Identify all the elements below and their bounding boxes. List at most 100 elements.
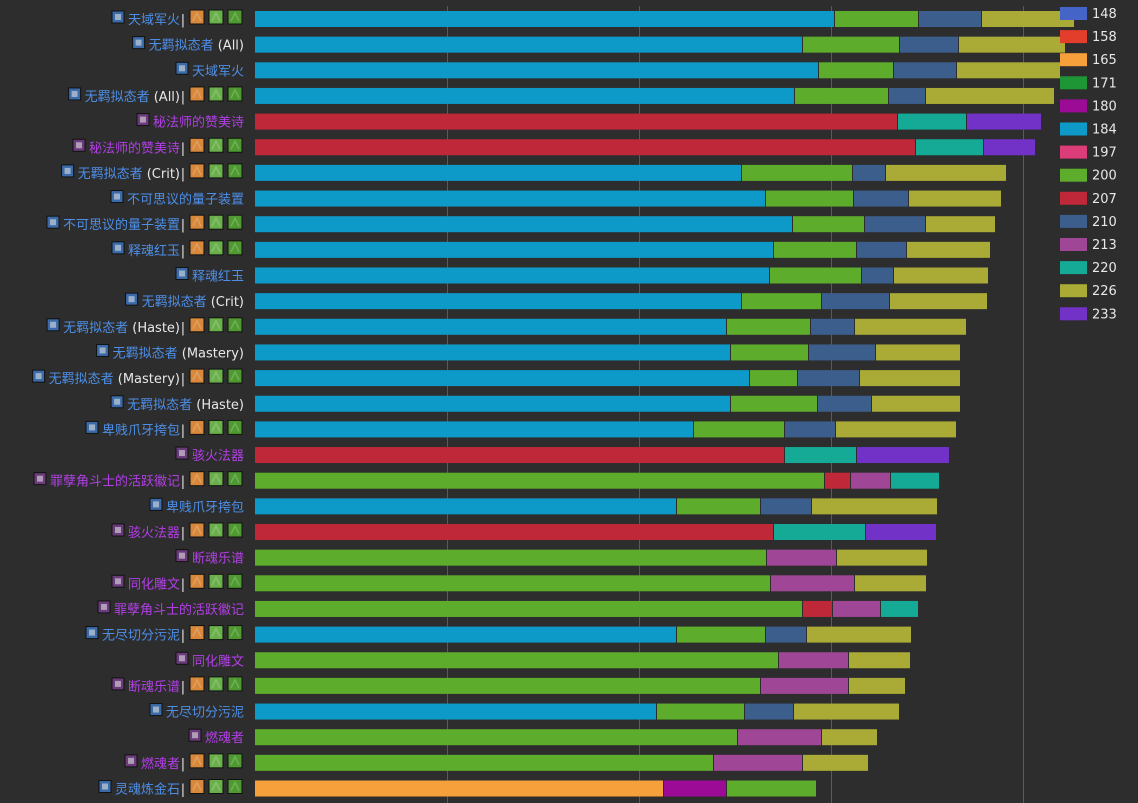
bar-segment-184[interactable]	[255, 421, 693, 438]
bar-segment-220[interactable]	[898, 113, 966, 130]
item-name[interactable]: 同化雕文	[192, 654, 244, 669]
bar-segment-207[interactable]	[255, 113, 897, 130]
item-name[interactable]: 无羁拟态者	[142, 295, 207, 310]
bar-segment-207[interactable]	[255, 139, 915, 156]
bar-segment-226[interactable]	[860, 370, 960, 387]
bar-segment-226[interactable]	[926, 87, 1054, 104]
bar-segment-200[interactable]	[255, 652, 778, 669]
bar-segment-184[interactable]	[255, 216, 792, 233]
bar-segment-213[interactable]	[761, 677, 848, 694]
bar-segment-233[interactable]	[866, 524, 936, 540]
legend-entry[interactable]: 220	[1060, 261, 1117, 276]
bar-segment-210[interactable]	[854, 190, 908, 207]
bar-segment-207[interactable]	[255, 447, 784, 464]
item-name[interactable]: 不可思议的量子装置	[63, 217, 180, 233]
bar-segment-165[interactable]	[255, 780, 663, 797]
bar-segment-184[interactable]	[255, 703, 656, 720]
item-name[interactable]: 秘法师的赞美诗	[153, 115, 244, 131]
item-name[interactable]: 无羁拟态者	[63, 321, 128, 336]
legend-entry[interactable]: 207	[1060, 191, 1117, 207]
bar-segment-200[interactable]	[255, 549, 766, 566]
item-name[interactable]: 燃魂者	[141, 756, 180, 772]
bar-segment-213[interactable]	[771, 575, 854, 592]
legend-entry[interactable]: 210	[1060, 214, 1117, 230]
bar-segment-226[interactable]	[855, 318, 966, 335]
bar-segment-210[interactable]	[745, 703, 793, 720]
bar-segment-226[interactable]	[836, 421, 956, 438]
item-name[interactable]: 释魂红玉	[128, 243, 180, 259]
bar-segment-200[interactable]	[727, 780, 816, 797]
bar-segment-210[interactable]	[853, 164, 885, 181]
bar-segment-200[interactable]	[255, 575, 770, 592]
bar-segment-220[interactable]	[881, 600, 918, 617]
item-name[interactable]: 断魂乐谱	[128, 679, 180, 695]
bar-segment-220[interactable]	[916, 139, 983, 156]
bar-segment-226[interactable]	[982, 11, 1074, 27]
bar-segment-210[interactable]	[862, 267, 893, 284]
bar-segment-210[interactable]	[894, 62, 956, 79]
legend-entry[interactable]: 233	[1060, 307, 1117, 322]
bar-segment-200[interactable]	[677, 626, 765, 643]
bar-segment-220[interactable]	[774, 524, 865, 540]
bar-segment-200[interactable]	[255, 600, 802, 617]
bar-segment-184[interactable]	[255, 318, 726, 335]
bar-segment-226[interactable]	[872, 395, 960, 412]
bar-segment-210[interactable]	[900, 36, 958, 53]
bar-segment-226[interactable]	[794, 703, 899, 720]
bar-segment-210[interactable]	[811, 318, 854, 335]
item-name[interactable]: 灵魂炼金石	[115, 782, 180, 798]
bar-segment-200[interactable]	[793, 216, 864, 233]
bar-segment-213[interactable]	[738, 729, 821, 746]
legend-entry[interactable]: 213	[1060, 238, 1117, 253]
item-name[interactable]: 无羁拟态者	[78, 167, 143, 182]
bar-segment-184[interactable]	[255, 87, 794, 104]
bar-segment-226[interactable]	[926, 216, 995, 233]
bar-segment-200[interactable]	[742, 164, 852, 181]
item-name[interactable]: 罪孽角斗士的活跃徽记	[114, 602, 244, 618]
bar-segment-210[interactable]	[809, 344, 875, 361]
bar-segment-200[interactable]	[770, 267, 861, 284]
bar-segment-200[interactable]	[731, 344, 808, 361]
item-name[interactable]: 卑贱爪牙挎包	[102, 422, 180, 438]
bar-segment-184[interactable]	[255, 498, 676, 515]
bar-segment-184[interactable]	[255, 626, 676, 643]
item-name[interactable]: 无羁拟态者	[113, 346, 178, 361]
bar-segment-184[interactable]	[255, 395, 730, 412]
bar-segment-200[interactable]	[255, 677, 760, 694]
bar-segment-200[interactable]	[819, 62, 893, 79]
bar-segment-220[interactable]	[785, 447, 856, 464]
bar-segment-200[interactable]	[731, 395, 817, 412]
bar-segment-184[interactable]	[255, 164, 741, 181]
bar-segment-226[interactable]	[894, 267, 988, 284]
bar-segment-233[interactable]	[967, 113, 1041, 130]
bar-segment-200[interactable]	[742, 293, 821, 310]
bar-segment-207[interactable]	[803, 600, 832, 617]
bar-segment-226[interactable]	[957, 62, 1060, 79]
item-name[interactable]: 无羁拟态者	[127, 398, 192, 413]
bar-segment-200[interactable]	[694, 421, 784, 438]
bar-segment-184[interactable]	[255, 293, 741, 310]
bar-segment-184[interactable]	[255, 36, 802, 53]
item-name[interactable]: 无尽切分污泥	[102, 629, 180, 644]
bar-segment-213[interactable]	[714, 754, 802, 771]
bar-segment-210[interactable]	[822, 293, 889, 310]
bar-segment-213[interactable]	[779, 652, 848, 669]
bar-segment-210[interactable]	[818, 395, 871, 412]
bar-segment-226[interactable]	[822, 729, 877, 746]
bar-segment-210[interactable]	[865, 216, 925, 233]
legend-entry[interactable]: 165	[1060, 53, 1117, 68]
bar-segment-184[interactable]	[255, 241, 773, 258]
bar-segment-200[interactable]	[835, 11, 918, 27]
bar-segment-207[interactable]	[255, 524, 773, 540]
bar-segment-210[interactable]	[761, 498, 811, 515]
bar-segment-226[interactable]	[812, 498, 937, 515]
legend-entry[interactable]: 197	[1060, 145, 1117, 161]
bar-segment-200[interactable]	[255, 472, 824, 489]
item-name[interactable]: 天域军火	[192, 64, 244, 79]
bar-segment-180[interactable]	[664, 780, 726, 797]
bar-segment-220[interactable]	[891, 472, 939, 489]
item-name[interactable]: 不可思议的量子装置	[127, 192, 244, 208]
bar-segment-226[interactable]	[807, 626, 911, 643]
bar-segment-200[interactable]	[803, 36, 899, 53]
item-name[interactable]: 燃魂者	[205, 730, 244, 746]
